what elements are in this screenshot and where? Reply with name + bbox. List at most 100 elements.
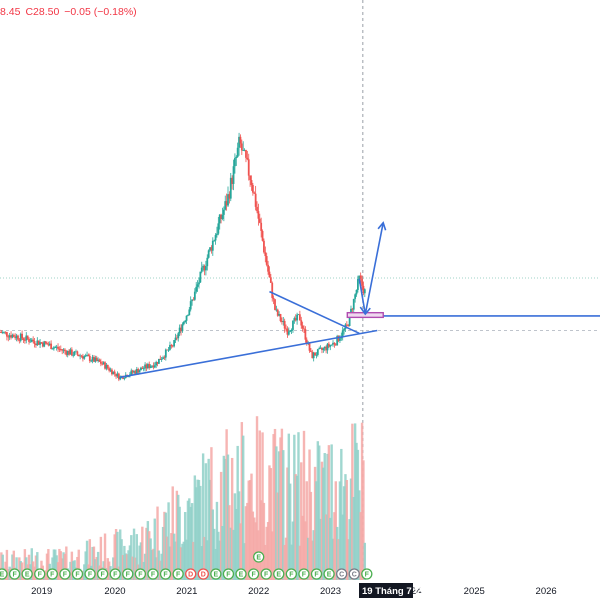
candle-body [316, 349, 319, 355]
event-marker-circle [109, 568, 121, 580]
candle-body [55, 346, 58, 348]
volume-bar [305, 481, 308, 580]
volume-bar [235, 508, 238, 580]
volume-bar [55, 555, 58, 580]
candle-body [68, 350, 70, 355]
volume-bar [351, 423, 354, 580]
chart-guides [0, 0, 600, 582]
candle-body [148, 364, 151, 368]
volume-bar [341, 514, 344, 580]
candle-body [351, 308, 354, 310]
volume-bar [311, 540, 314, 580]
candle-body [251, 185, 254, 193]
candle-body [234, 158, 236, 167]
volume-bar [219, 471, 223, 580]
volume-bar [275, 446, 278, 580]
volume-bar [212, 528, 216, 580]
candle-body [12, 334, 15, 337]
volume-bar [226, 454, 230, 580]
candle-body [310, 350, 312, 352]
volume-bar [171, 486, 174, 580]
candle-body [308, 342, 311, 351]
volume-bar [141, 526, 144, 580]
x-axis-tick-label: 2019 [31, 586, 52, 597]
candle-body [7, 336, 10, 338]
volume-bar [199, 485, 202, 580]
volume-bar [230, 457, 234, 580]
candle-body [36, 340, 39, 346]
volume-bar [54, 549, 57, 580]
volume-bar [243, 543, 246, 580]
candle-body [93, 356, 95, 362]
candle-body [19, 333, 22, 341]
candle-body [363, 289, 366, 294]
candle-body [10, 335, 12, 338]
candle-body [130, 370, 133, 375]
event-marker-letter: F [264, 572, 269, 579]
volume-bar [172, 533, 176, 580]
candle-body [350, 308, 352, 314]
event-marker-letter: C [339, 572, 344, 579]
volume-bar [106, 558, 109, 580]
volume-bar [203, 536, 206, 580]
event-marker-letter: C [352, 572, 357, 579]
candle-body [160, 358, 163, 360]
volume-bar [229, 527, 232, 580]
event-markers[interactable]: E F E F F F F F F F F F F F F D D E F E F F E F F F E C C FE [0, 551, 373, 580]
candle-body [337, 335, 340, 341]
candle-body [174, 337, 177, 341]
volume-bar [19, 561, 22, 580]
candle-body [138, 370, 141, 373]
volume-bar [333, 512, 336, 580]
crosshair-date-label: 19 Tháng 7 '23 [359, 583, 427, 598]
crosshair-date-box [359, 583, 413, 598]
candle-body [264, 252, 267, 257]
volume-bar [128, 545, 132, 580]
candle-body [151, 365, 153, 367]
candle-body [22, 338, 25, 341]
candle-body [209, 247, 211, 251]
ohlc-close: C28.50 [25, 6, 60, 18]
candle-body [213, 240, 216, 242]
candle-body [97, 359, 100, 361]
candle-body [280, 321, 283, 323]
volume-bar [358, 490, 361, 580]
candle-body [171, 345, 174, 347]
candle-body [180, 327, 182, 332]
volume-bar [23, 549, 27, 580]
candle-body [231, 177, 234, 184]
volume-bar [7, 568, 10, 580]
volume-bar [239, 523, 242, 580]
volume-bar [222, 455, 226, 580]
candle-body [131, 370, 134, 373]
volume-bar [175, 490, 179, 580]
volume-bar [114, 529, 118, 580]
candle-body [301, 325, 304, 329]
candle-body [283, 320, 286, 329]
volume-bar [154, 557, 158, 580]
volume-bar [323, 453, 326, 580]
volume-bar [103, 533, 107, 580]
volume-bar [359, 512, 362, 580]
candle-body [332, 342, 334, 345]
candle-body [178, 327, 181, 334]
event-marker-letter: E [214, 572, 219, 579]
candle-body [6, 332, 8, 337]
candle-body [127, 376, 130, 378]
volume-bar [31, 561, 35, 580]
volume-bar [304, 521, 307, 580]
volume-bar [265, 526, 268, 580]
candle-body [279, 314, 282, 322]
volume-bar [178, 506, 181, 580]
event-marker-circle [323, 568, 335, 580]
volume-bar [181, 543, 184, 580]
candle-body [345, 324, 348, 326]
event-marker-letter: F [289, 572, 294, 579]
candle-body [21, 333, 24, 339]
candle-body [250, 180, 253, 186]
candle-body [261, 230, 264, 241]
drawings[interactable] [119, 221, 600, 379]
candle-body [8, 335, 11, 338]
volume-bar [70, 551, 74, 580]
